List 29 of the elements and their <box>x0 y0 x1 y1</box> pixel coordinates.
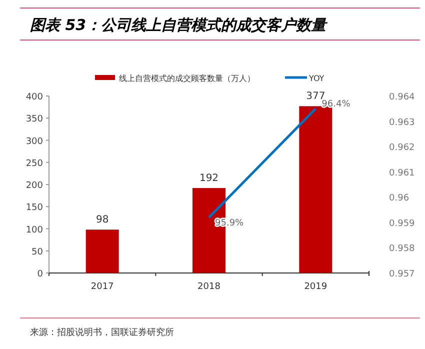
chart-title: 图表 53：公司线上自营模式的成交客户数量 <box>30 16 328 34</box>
y-tick-label: 350 <box>26 114 44 125</box>
bar <box>86 230 119 273</box>
data-label: 98 <box>96 214 109 226</box>
data-label: 96.4% <box>322 100 351 110</box>
source-note: 来源：招股说明书，国联证券研究所 <box>30 327 174 338</box>
y-tick-label: 200 <box>26 181 44 191</box>
x-tick-label: 2019 <box>304 282 328 292</box>
y-tick-label: 100 <box>26 225 44 236</box>
y2-tick-label: 0.96 <box>389 194 410 204</box>
y-tick-label: 50 <box>32 247 44 258</box>
y-tick-label: 400 <box>26 92 44 102</box>
y2-tick-label: 0.959 <box>389 218 416 229</box>
y2-tick-label: 0.964 <box>389 92 416 102</box>
data-label: 192 <box>199 173 219 184</box>
legend-label: 线上自营模式的成交顾客数量（万人） <box>119 74 255 83</box>
y2-tick-label: 0.963 <box>389 118 415 128</box>
y-tick-label: 250 <box>26 158 44 169</box>
y2-tick-label: 0.961 <box>389 168 415 178</box>
y2-tick-label: 0.958 <box>389 244 416 254</box>
bar <box>299 106 332 273</box>
y2-tick-label: 0.962 <box>389 143 415 154</box>
legend-label: YOY <box>308 74 324 83</box>
y-tick-label: 300 <box>26 136 44 147</box>
x-tick-label: 2018 <box>198 282 221 292</box>
y2-tick-label: 0.957 <box>389 270 415 280</box>
x-tick-label: 2017 <box>90 282 114 292</box>
y-tick-label: 0 <box>37 270 44 280</box>
y-tick-label: 150 <box>26 203 44 214</box>
